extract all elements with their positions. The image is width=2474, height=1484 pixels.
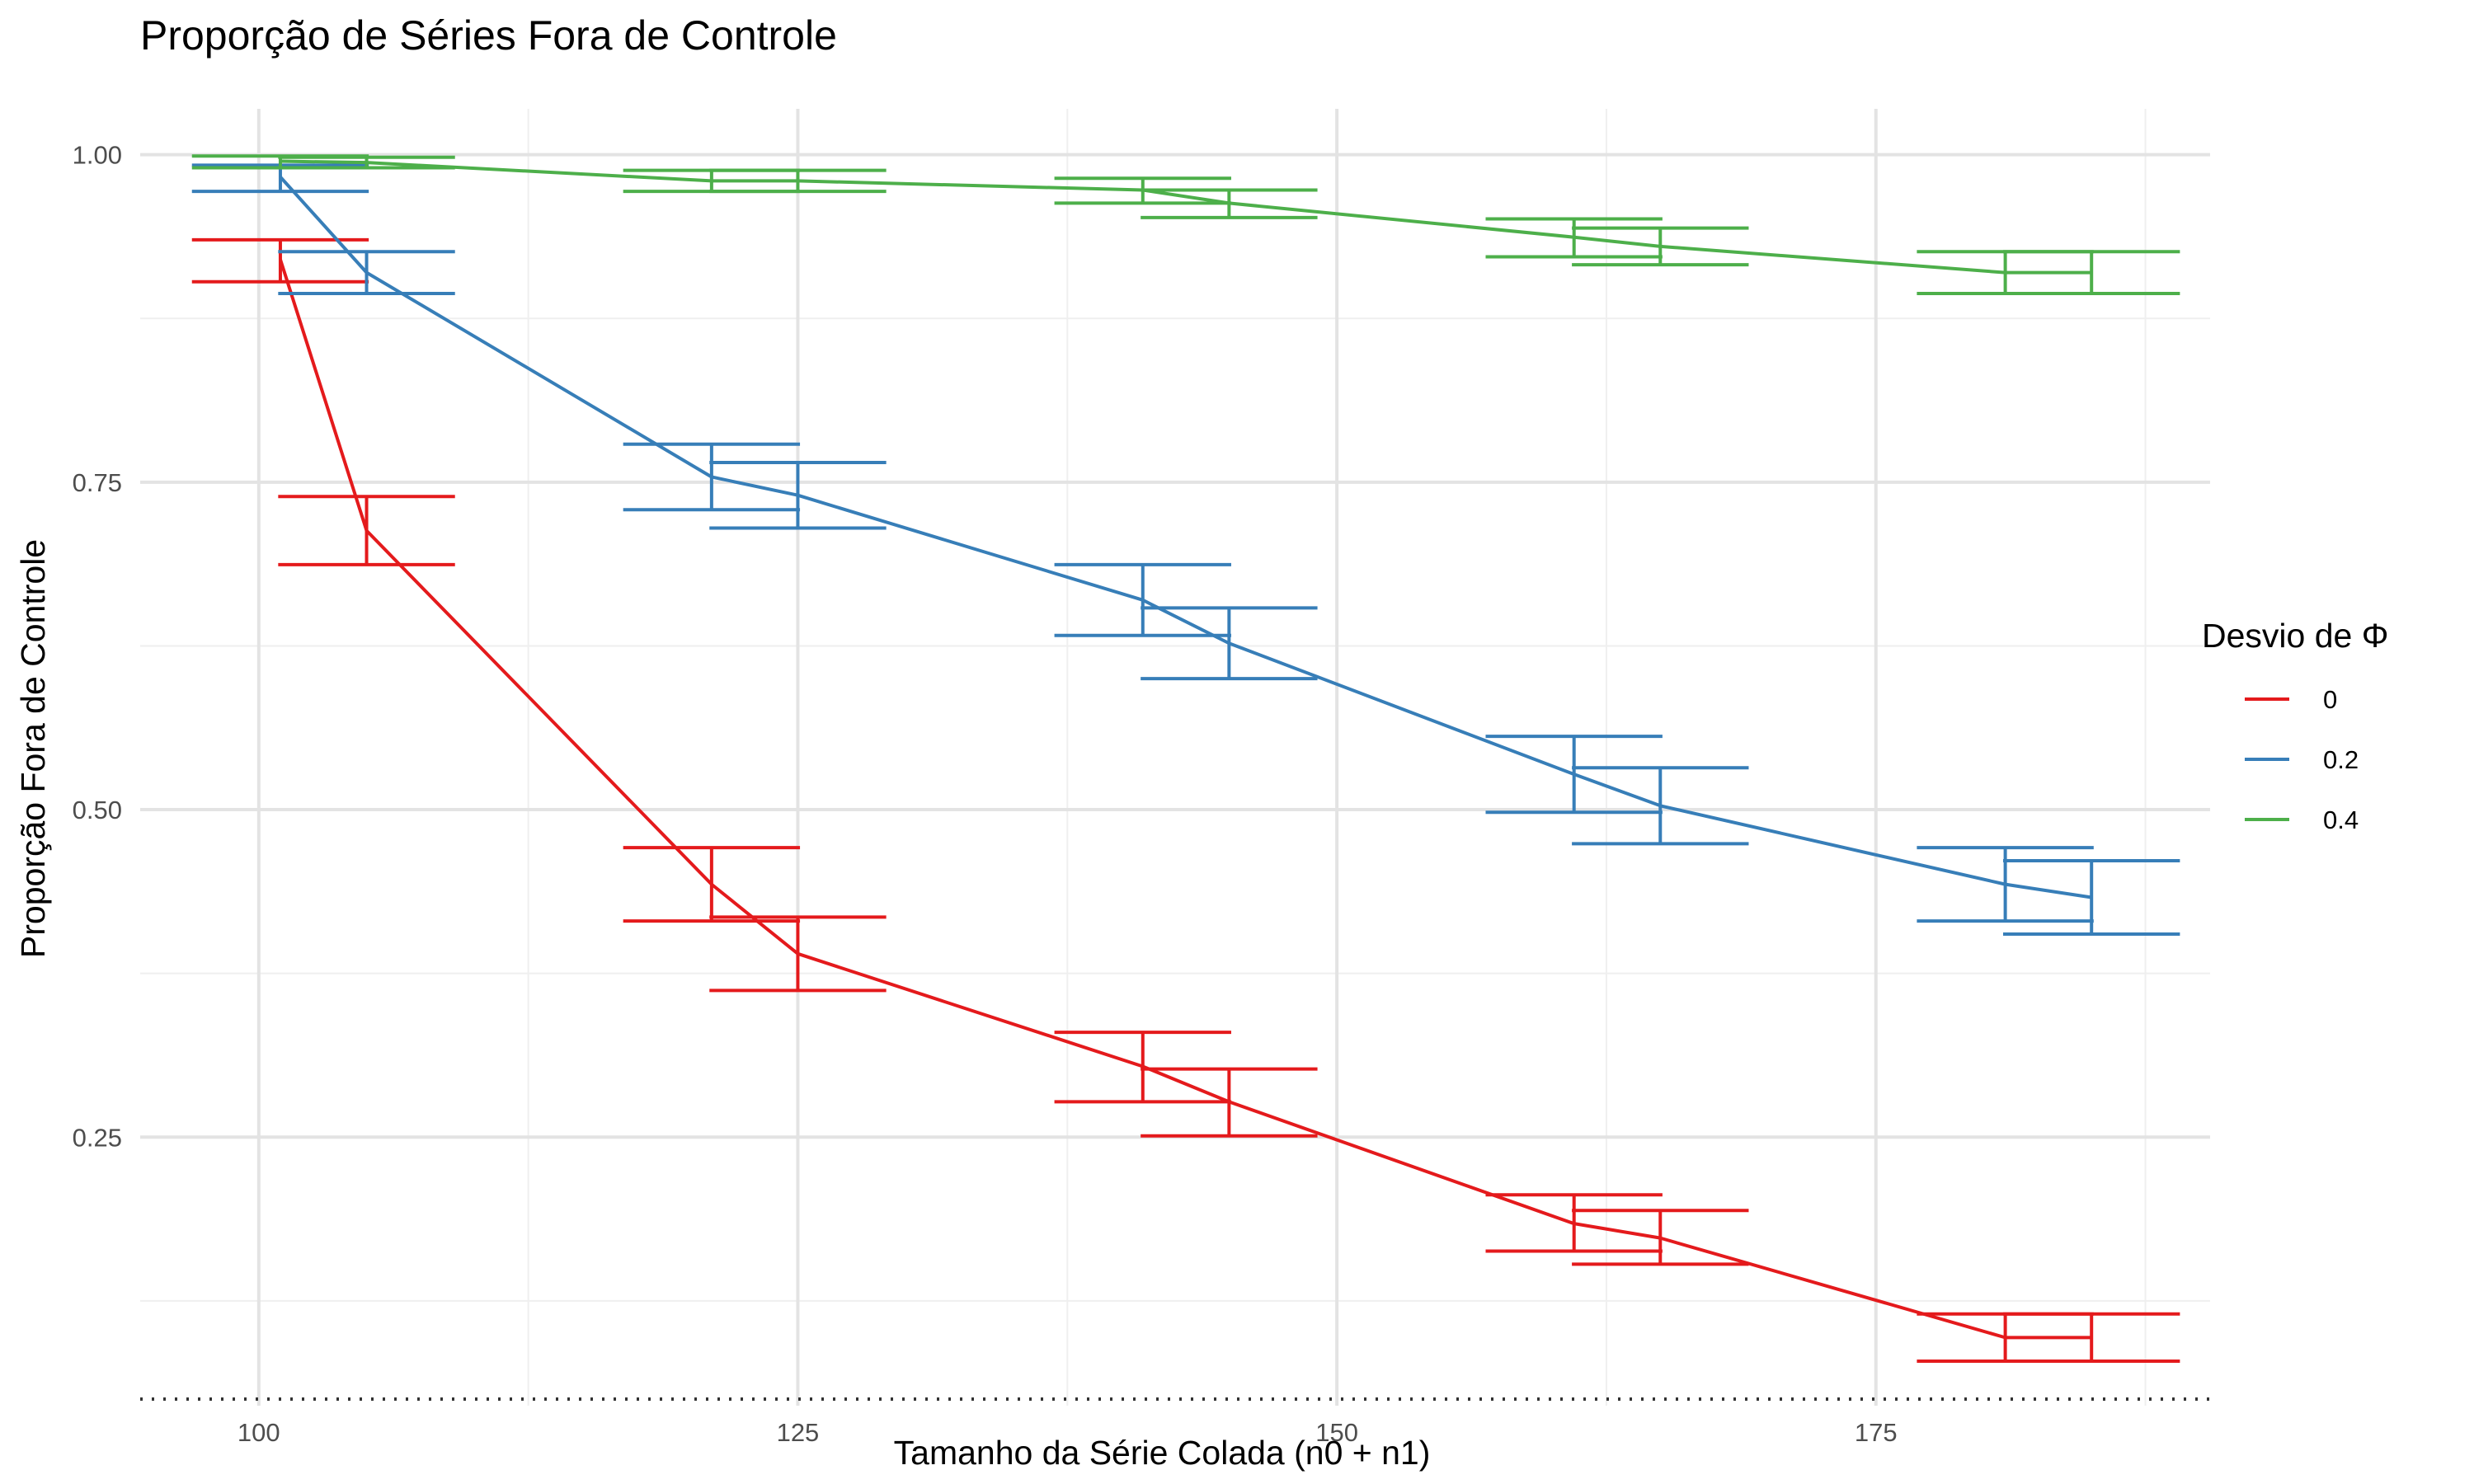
legend-label-1: 0.2 bbox=[2323, 745, 2359, 774]
series-layer bbox=[191, 154, 2180, 1363]
y-tick-label-2: 0.75 bbox=[73, 468, 122, 497]
y-tick-label-1: 0.50 bbox=[73, 796, 122, 824]
legend-label-2: 0.4 bbox=[2323, 805, 2359, 834]
series-2 bbox=[191, 154, 2180, 296]
x-tick-label-0: 100 bbox=[238, 1418, 280, 1447]
legend-items: 0 0.2 0.4 bbox=[2245, 685, 2359, 834]
tick-layer: 0.25 0.50 0.75 1.00 100 125 150 175 bbox=[73, 141, 1898, 1447]
y-axis-title: Proporção Fora de Controle bbox=[14, 539, 52, 958]
x-tick-label-3: 175 bbox=[1855, 1418, 1898, 1447]
legend-label-0: 0 bbox=[2323, 685, 2337, 714]
series-0 bbox=[191, 237, 2180, 1363]
x-tick-label-1: 125 bbox=[777, 1418, 820, 1447]
y-tick-label-0: 0.25 bbox=[73, 1123, 122, 1152]
series-1 bbox=[191, 163, 2180, 936]
x-axis-title: Tamanho da Série Colada (n0 + n1) bbox=[894, 1434, 1431, 1472]
chart-title: Proporção de Séries Fora de Controle bbox=[140, 12, 837, 59]
legend-title: Desvio de Φ bbox=[2202, 617, 2388, 655]
y-tick-label-3: 1.00 bbox=[73, 141, 122, 170]
series-line-2 bbox=[280, 159, 2092, 275]
series-line-0 bbox=[279, 259, 2092, 1340]
x-tick-label-2: 150 bbox=[1315, 1418, 1358, 1447]
legend: Desvio de Φ 0 0.2 0.4 bbox=[2202, 617, 2388, 834]
series-line-1 bbox=[279, 176, 2092, 899]
